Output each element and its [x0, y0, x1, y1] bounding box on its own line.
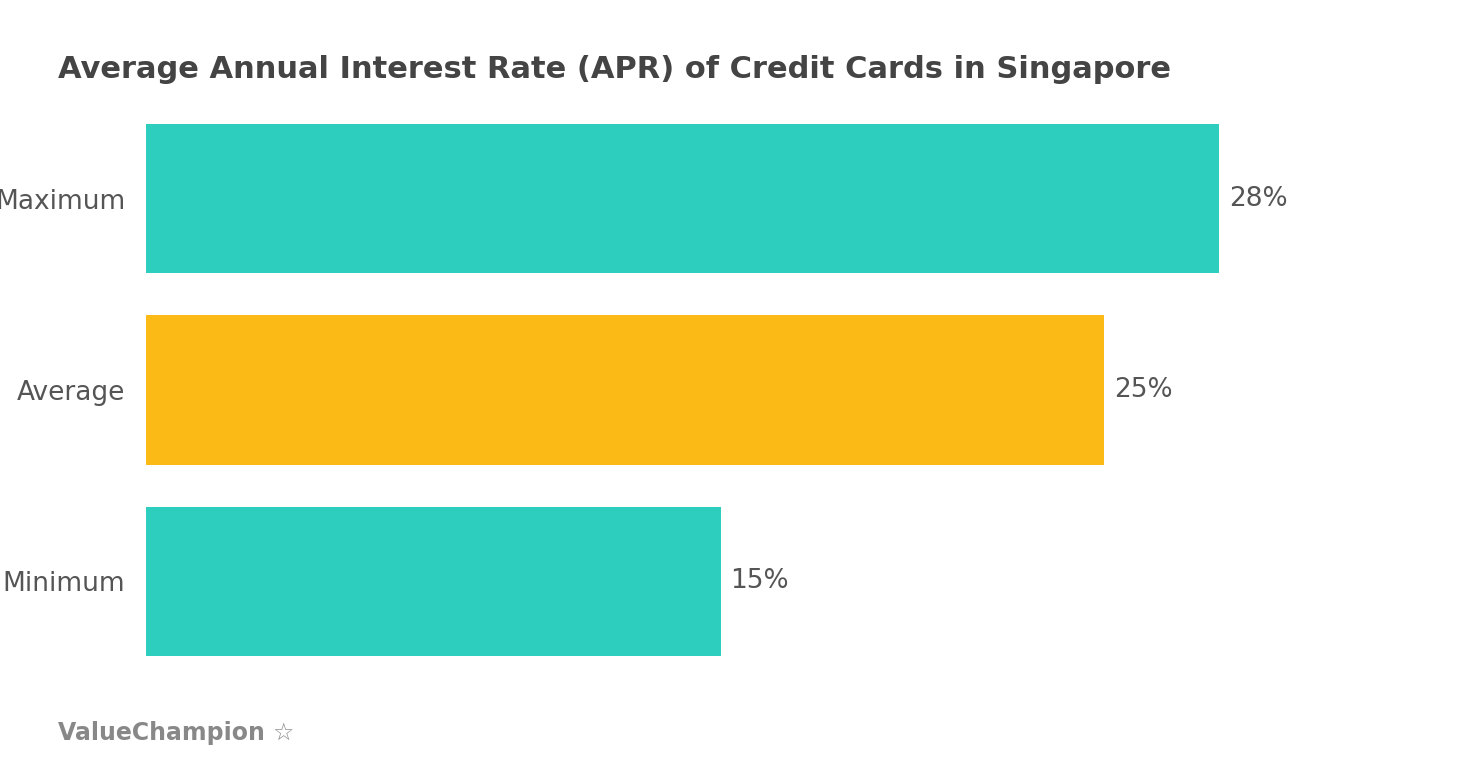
Text: Average Annual Interest Rate (APR) of Credit Cards in Singapore: Average Annual Interest Rate (APR) of Cr… — [58, 55, 1171, 83]
Text: 25%: 25% — [1114, 377, 1172, 403]
Text: 28%: 28% — [1229, 186, 1288, 212]
Text: ValueChampion ☆: ValueChampion ☆ — [58, 721, 295, 745]
Bar — [146, 507, 721, 656]
Bar — [146, 315, 1104, 465]
Bar — [146, 124, 1219, 273]
Text: 15%: 15% — [730, 568, 788, 594]
